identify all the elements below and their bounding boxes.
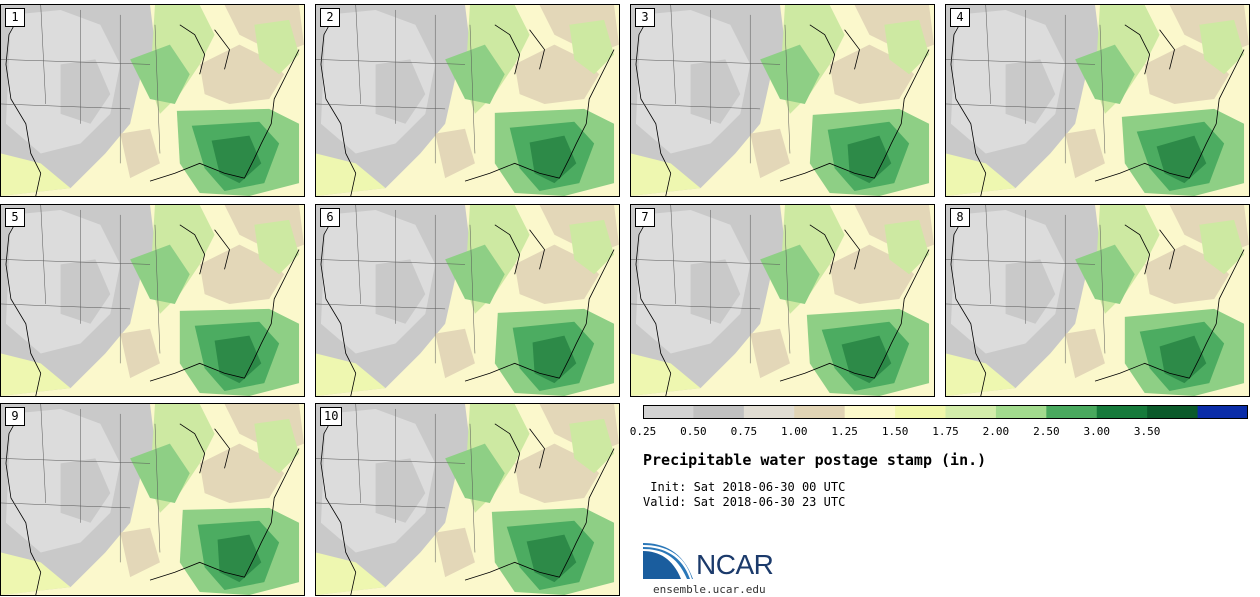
colorbar-swatch — [844, 405, 896, 419]
member-number: 1 — [5, 8, 25, 27]
ensemble-member-panel: 1 — [0, 4, 305, 197]
colorbar-tick-label: 1.00 — [781, 425, 808, 438]
member-number: 8 — [950, 208, 970, 227]
member-number: 3 — [635, 8, 655, 27]
colorbar-tick-label: 0.50 — [680, 425, 707, 438]
ensemble-member-panel: 8 — [945, 204, 1250, 397]
colorbar-tick-label: 1.25 — [831, 425, 858, 438]
colorbar-tick-label: 3.50 — [1133, 425, 1161, 438]
colorbar-tick-label: 3.00 — [1083, 425, 1111, 438]
colorbar-swatch — [693, 405, 745, 419]
colorbar — [643, 405, 1248, 419]
ensemble-member-panel: 4 — [945, 4, 1250, 197]
precipitable-water-map — [946, 205, 1249, 396]
member-number: 9 — [5, 407, 25, 426]
ensemble-url[interactable]: ensemble.ucar.edu — [653, 583, 766, 596]
ensemble-member-panel: 7 — [630, 204, 935, 397]
ensemble-member-panel: 10 — [315, 403, 620, 596]
ensemble-member-panel: 5 — [0, 204, 305, 397]
colorbar-swatch — [1096, 405, 1148, 419]
colorbar-swatch — [1197, 405, 1248, 419]
colorbar-swatch — [794, 405, 846, 419]
precipitable-water-map — [316, 404, 619, 595]
ensemble-member-panel: 3 — [630, 4, 935, 197]
member-number: 2 — [320, 8, 340, 27]
colorbar-swatch — [643, 405, 694, 419]
chart-title: Precipitable water postage stamp (in.) — [643, 451, 987, 469]
ncar-logo-text: NCAR — [696, 549, 774, 580]
colorbar-swatch — [995, 405, 1047, 419]
colorbar-tick-label: 0.25 — [629, 425, 657, 438]
init-time: Init: Sat 2018-06-30 00 UTC — [643, 480, 846, 494]
member-number: 6 — [320, 208, 340, 227]
colorbar-swatch — [1046, 405, 1098, 419]
precipitable-water-map — [316, 5, 619, 196]
precipitable-water-map — [946, 5, 1249, 196]
colorbar-tick-label: 2.00 — [982, 425, 1010, 438]
precipitable-water-map — [316, 205, 619, 396]
precipitable-water-map — [631, 5, 934, 196]
member-number: 7 — [635, 208, 655, 227]
member-number: 4 — [950, 8, 970, 27]
ensemble-member-panel: 9 — [0, 403, 305, 596]
ensemble-member-panel: 2 — [315, 4, 620, 197]
ncar-logo — [643, 543, 693, 579]
precipitable-water-map — [1, 404, 304, 595]
precipitable-water-map — [1, 5, 304, 196]
precipitable-water-map — [1, 205, 304, 396]
colorbar-swatch — [945, 405, 997, 419]
colorbar-tick-label: 1.75 — [932, 425, 959, 438]
valid-time: Valid: Sat 2018-06-30 23 UTC — [643, 495, 846, 509]
colorbar-swatch — [1147, 405, 1199, 419]
member-number: 10 — [320, 407, 343, 426]
colorbar-swatch — [895, 405, 946, 419]
colorbar-swatch — [743, 405, 795, 419]
colorbar-tick-label: 1.50 — [881, 425, 909, 438]
ensemble-member-panel: 6 — [315, 204, 620, 397]
colorbar-tick-label: 2.50 — [1033, 425, 1060, 438]
precipitable-water-map — [631, 205, 934, 396]
colorbar-tick-label: 0.75 — [730, 425, 758, 438]
member-number: 5 — [5, 208, 25, 227]
